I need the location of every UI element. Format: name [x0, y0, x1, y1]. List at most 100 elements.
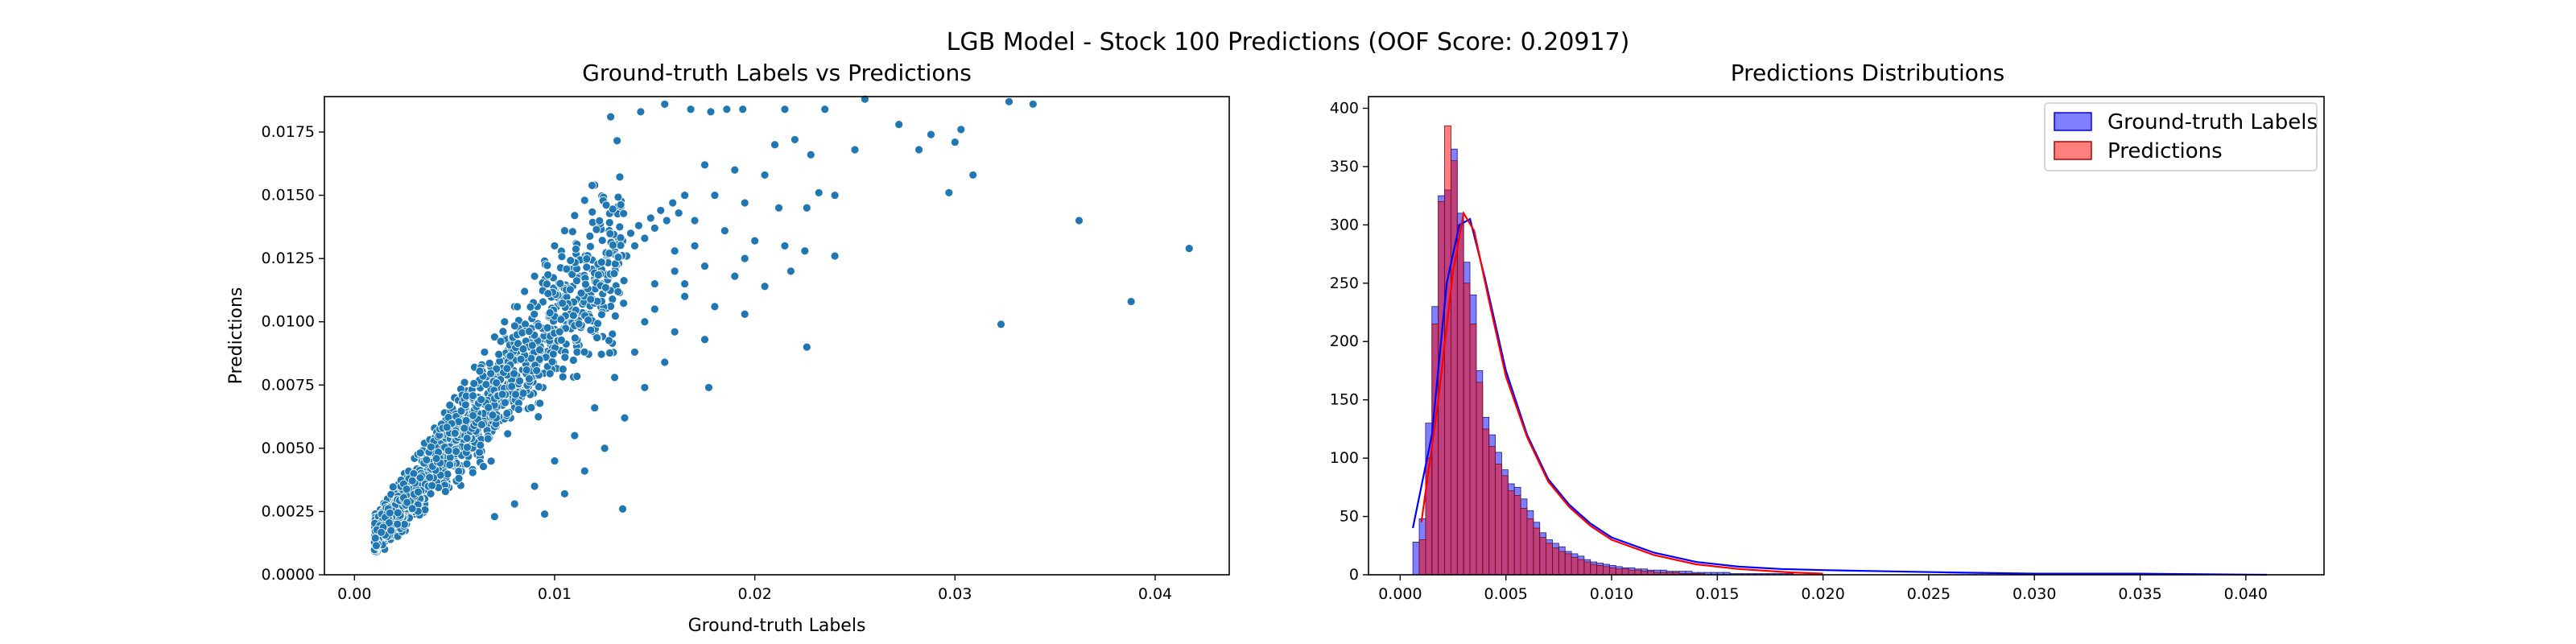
scatter-point	[550, 242, 559, 250]
scatter-point	[402, 497, 412, 507]
y-tick-label: 300	[1330, 216, 1359, 233]
scatter-point	[720, 226, 729, 235]
scatter-point	[489, 512, 499, 522]
scatter-xlabel: Ground-truth Labels	[688, 616, 866, 636]
scatter-point	[616, 200, 625, 209]
scatter-point	[572, 372, 582, 381]
scatter-point	[570, 211, 580, 221]
scatter-point	[483, 434, 493, 444]
x-tick-label: 0.025	[1907, 585, 1951, 603]
scatter-point	[510, 499, 519, 509]
scatter-point	[601, 200, 611, 210]
scatter-point	[460, 423, 469, 433]
scatter-point	[572, 347, 582, 357]
scatter-point	[572, 244, 580, 254]
scatter-point	[605, 218, 614, 227]
x-tick-label: 0.035	[2118, 585, 2161, 603]
scatter-point	[660, 357, 670, 367]
scatter-point	[477, 420, 486, 429]
scatter-point	[560, 226, 569, 235]
scatter-point	[594, 270, 603, 279]
scatter-point	[619, 299, 629, 308]
scatter-title: Ground-truth Labels vs Predictions	[582, 60, 972, 86]
scatter-point	[450, 428, 460, 438]
scatter-point	[630, 348, 639, 357]
scatter-point	[802, 342, 811, 352]
histogram-bar-predictions	[1476, 382, 1484, 576]
scatter-point	[780, 242, 790, 250]
scatter-point	[613, 287, 623, 296]
y-tick-label: 0.0000	[262, 566, 315, 584]
scatter-point	[558, 365, 568, 374]
scatter-point	[407, 504, 417, 514]
scatter-point	[588, 207, 597, 217]
scatter-point	[568, 270, 577, 279]
scatter-point	[613, 192, 623, 202]
histogram-bar-predictions	[1558, 551, 1566, 576]
scatter-point	[1126, 297, 1136, 306]
scatter-point	[502, 409, 512, 418]
y-tick-label: 0	[1349, 566, 1359, 584]
scatter-point	[534, 321, 543, 331]
scatter-point	[545, 308, 555, 317]
histogram-bar-predictions	[1482, 428, 1490, 576]
legend-label-ground-truth: Ground-truth Labels	[2107, 110, 2318, 134]
kde-line-ground-truth	[1412, 217, 2268, 576]
histogram-bar-predictions	[1425, 457, 1433, 576]
scatter-point	[516, 354, 526, 364]
scatter-point	[524, 327, 534, 336]
scatter-point	[532, 365, 542, 375]
scatter-point	[460, 378, 469, 387]
scatter-point	[468, 468, 477, 477]
scatter-point	[780, 105, 790, 114]
scatter-point	[535, 398, 545, 408]
scatter-point	[786, 266, 795, 276]
scatter-point	[415, 448, 425, 458]
scatter-point	[1184, 244, 1194, 253]
x-tick-label: 0.020	[1801, 585, 1844, 603]
scatter-point	[690, 216, 700, 225]
scatter-point	[431, 454, 441, 463]
scatter-point	[609, 269, 619, 279]
scatter-point	[454, 473, 464, 483]
legend-box	[2044, 102, 2318, 171]
scatter-point	[503, 429, 513, 439]
scatter-point	[615, 172, 625, 182]
scatter-point	[442, 423, 452, 432]
histogram-bar-predictions	[1520, 508, 1528, 576]
scatter-point	[443, 469, 452, 479]
scatter-point	[547, 357, 557, 366]
scatter-point	[710, 302, 720, 312]
y-tick-label: 0.0050	[262, 440, 315, 457]
scatter-point	[914, 145, 923, 155]
scatter-point	[730, 271, 740, 281]
scatter-point	[616, 233, 625, 242]
histogram-bar-predictions	[1501, 475, 1509, 576]
scatter-point	[968, 171, 978, 180]
scatter-point	[656, 206, 666, 215]
histogram-bar-predictions	[1552, 547, 1559, 576]
scatter-point	[670, 327, 679, 336]
scatter-point	[944, 188, 954, 197]
scatter-point	[497, 390, 507, 399]
scatter-point	[461, 416, 471, 425]
scatter-point	[560, 353, 570, 362]
scatter-point	[525, 374, 534, 384]
scatter-point	[690, 242, 700, 250]
scatter-point	[489, 332, 499, 341]
scatter-point	[426, 489, 436, 498]
histogram-bar-predictions	[1488, 446, 1496, 576]
scatter-point	[540, 510, 549, 518]
scatter-point	[526, 402, 536, 412]
scatter-point	[618, 504, 627, 514]
x-tick-label: 0.010	[1590, 585, 1633, 603]
scatter-point	[481, 380, 491, 389]
scatter-frame	[324, 96, 1230, 576]
histogram-bar-predictions	[1634, 569, 1642, 576]
scatter-point	[535, 355, 544, 364]
scatter-point	[588, 180, 597, 190]
scatter-point	[526, 303, 535, 312]
scatter-point	[806, 150, 815, 159]
scatter-point	[530, 481, 539, 491]
y-tick-label: 0.0125	[262, 250, 315, 267]
